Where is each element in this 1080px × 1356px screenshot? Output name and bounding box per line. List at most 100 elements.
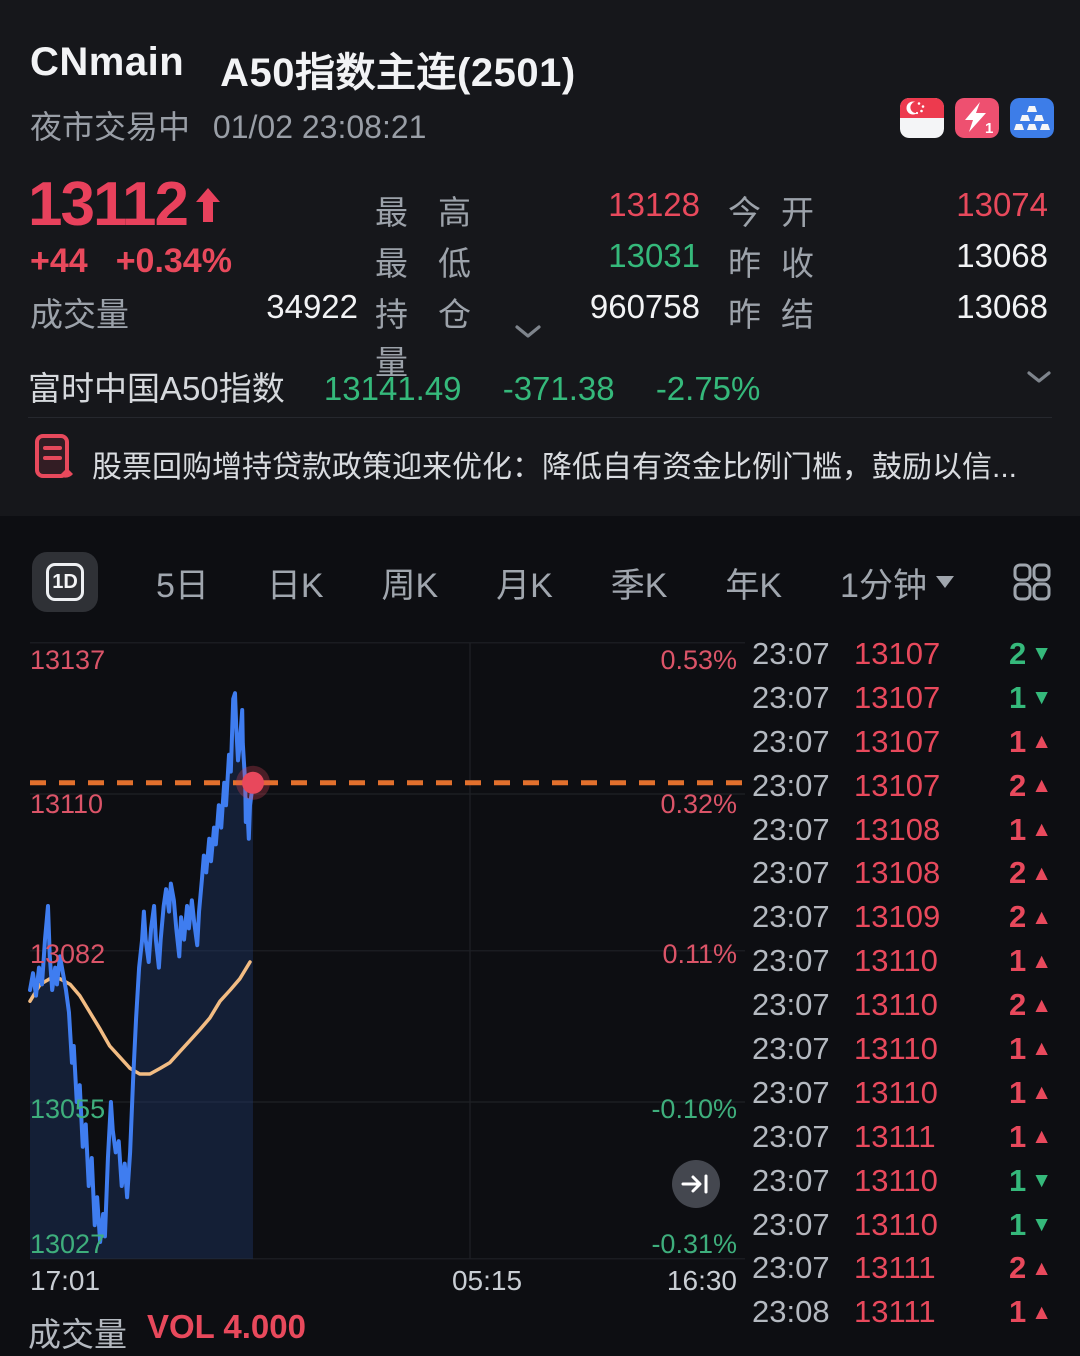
up-triangle-icon: ▲ bbox=[1031, 1037, 1052, 1061]
tab-1d-active[interactable]: 1D bbox=[32, 552, 98, 612]
gold-bars-icon bbox=[1010, 98, 1054, 138]
trade-time: 23:08 bbox=[752, 1294, 830, 1330]
jump-to-latest-button[interactable] bbox=[672, 1160, 720, 1208]
price-area-fill bbox=[30, 693, 253, 1259]
tab-monthly[interactable]: 月K bbox=[496, 566, 553, 605]
trade-qty: 1 ▲ bbox=[1008, 943, 1052, 979]
intraday-price-chart[interactable]: 13137 0.53% 13110 0.32% 13082 0.11% 13055 -0.10… bbox=[0, 630, 750, 1302]
session-status: 夜市交易中 01/02 23:08:21 bbox=[30, 109, 427, 145]
x-axis-time-label: 17:01 bbox=[30, 1265, 100, 1296]
up-triangle-icon: ▲ bbox=[1031, 730, 1052, 754]
y-axis-percent-label: 0.32% bbox=[660, 789, 737, 819]
high-value: 13128 bbox=[608, 186, 700, 223]
trade-price: 13108 bbox=[854, 811, 941, 847]
open-value: 13074 bbox=[956, 186, 1048, 223]
trade-price: 13108 bbox=[854, 855, 941, 891]
up-triangle-icon: ▲ bbox=[1031, 1125, 1052, 1149]
trade-time: 23:07 bbox=[752, 987, 830, 1023]
price-change: +44 +0.34% bbox=[30, 242, 232, 281]
tape-row: 23:07 13110 1 ▼ bbox=[752, 1203, 1052, 1247]
volume-pane-label: 成交量 bbox=[28, 1316, 127, 1353]
tape-row: 23:07 13108 1 ▲ bbox=[752, 808, 1052, 852]
tape-row: 23:07 13111 2 ▲ bbox=[752, 1246, 1052, 1290]
trade-price: 13107 bbox=[854, 679, 941, 715]
index-value: 13141.49 bbox=[323, 370, 462, 407]
chevron-down-icon bbox=[935, 576, 954, 588]
up-triangle-icon: ▲ bbox=[1031, 1256, 1052, 1280]
trade-time: 23:07 bbox=[752, 679, 830, 715]
contract-name: A50指数主连(2501) bbox=[220, 51, 576, 95]
tape-row: 23:07 13110 1 ▲ bbox=[752, 1027, 1052, 1071]
up-triangle-icon: ▲ bbox=[1031, 818, 1052, 841]
trade-time: 23:07 bbox=[752, 767, 830, 803]
change-percent: +0.34% bbox=[115, 242, 232, 280]
tape-row: 23:07 13111 1 ▲ bbox=[752, 1115, 1052, 1159]
tape-row: 23:07 13107 1 ▲ bbox=[752, 720, 1052, 764]
ma-line bbox=[28, 960, 252, 1076]
trade-qty: 1 ▲ bbox=[1008, 1294, 1052, 1330]
news-icon bbox=[35, 434, 73, 478]
trade-qty: 1 ▼ bbox=[1008, 1162, 1052, 1198]
y-axis-price-label: 13082 bbox=[30, 939, 105, 969]
low-label: 最低 bbox=[375, 245, 471, 282]
news-headline[interactable]: 股票回购增持贷款政策迎来优化：降低自有资金比例门槛，鼓励以信... bbox=[92, 451, 1018, 484]
last-price: 13112 bbox=[28, 174, 221, 236]
trade-price: 13110 bbox=[854, 1030, 938, 1066]
tape-row: 23:07 13109 2 ▲ bbox=[752, 895, 1052, 939]
index-collapse-chevron-icon[interactable] bbox=[1026, 370, 1052, 385]
y-axis-price-label: 13055 bbox=[30, 1094, 105, 1124]
down-triangle-icon: ▼ bbox=[1031, 686, 1052, 710]
prev-close-value: 13068 bbox=[956, 237, 1048, 274]
svg-text:1: 1 bbox=[985, 120, 993, 137]
up-triangle-icon: ▲ bbox=[1031, 774, 1052, 798]
price-line bbox=[28, 691, 255, 1244]
up-triangle-icon: ▲ bbox=[1031, 1081, 1052, 1105]
up-triangle-icon: ▲ bbox=[1031, 949, 1052, 973]
tape-row: 23:07 13107 2 ▼ bbox=[752, 632, 1052, 676]
tape-row: 23:07 13110 2 ▲ bbox=[752, 983, 1052, 1027]
tab-yearly[interactable]: 年K bbox=[725, 566, 783, 605]
trade-qty: 2 ▲ bbox=[1008, 987, 1052, 1023]
tab-5day[interactable]: 5日 bbox=[155, 566, 209, 605]
index-change-percent: -2.75% bbox=[655, 370, 761, 407]
tape-row: 23:07 13110 1 ▲ bbox=[752, 1071, 1052, 1115]
trade-price: 13107 bbox=[854, 767, 941, 803]
x-axis-time-label: 16:30 bbox=[667, 1265, 737, 1296]
last-price-dot bbox=[241, 771, 264, 794]
indicator-grid-icon[interactable] bbox=[1012, 562, 1052, 602]
prev-settle-label: 昨结 bbox=[728, 296, 814, 333]
down-triangle-icon: ▼ bbox=[1031, 1213, 1052, 1237]
prev-settle-value: 13068 bbox=[956, 288, 1048, 325]
time-and-sales-list[interactable]: 23:07 13107 2 ▼ 23:07 13107 1 ▼ 23:07 13107 1 ▲ 23:0… bbox=[752, 632, 1052, 1334]
trade-price: 13107 bbox=[854, 723, 941, 759]
volume-label: 成交量 bbox=[30, 296, 129, 333]
tab-weekly[interactable]: 周K bbox=[381, 566, 439, 605]
down-triangle-icon: ▼ bbox=[1031, 642, 1052, 666]
y-axis-percent-label: -0.10% bbox=[651, 1094, 737, 1124]
trade-time: 23:07 bbox=[752, 1030, 830, 1066]
trade-price: 13111 bbox=[854, 1250, 936, 1286]
trade-price: 13111 bbox=[854, 1118, 936, 1154]
market-badges: 1 bbox=[900, 98, 1054, 138]
tape-row: 23:08 13111 1 ▲ bbox=[752, 1290, 1052, 1334]
up-triangle-icon: ▲ bbox=[1031, 905, 1052, 929]
trade-qty: 1 ▲ bbox=[1008, 1074, 1052, 1110]
up-triangle-icon: ▲ bbox=[1031, 993, 1052, 1017]
tab-daily[interactable]: 日K bbox=[266, 566, 324, 605]
period-dropdown[interactable]: 1分钟 bbox=[840, 558, 954, 607]
trade-qty: 2 ▼ bbox=[1008, 635, 1052, 671]
low-value: 13031 bbox=[608, 237, 700, 274]
volume-value: 34922 bbox=[266, 288, 358, 325]
expand-quote-chevron-icon[interactable] bbox=[514, 324, 542, 340]
trade-price: 13110 bbox=[854, 943, 938, 979]
tab-quarterly[interactable]: 季K bbox=[610, 566, 668, 605]
trade-price: 13107 bbox=[854, 635, 941, 671]
tape-row: 23:07 13110 1 ▲ bbox=[752, 939, 1052, 983]
underlying-index-bar[interactable]: 富时中国A50指数 13141.49 -371.38 -2.75% bbox=[28, 362, 760, 410]
trade-qty: 1 ▼ bbox=[1008, 679, 1052, 715]
trade-time: 23:07 bbox=[752, 1118, 830, 1154]
trade-time: 23:07 bbox=[752, 723, 830, 759]
trade-qty: 1 ▲ bbox=[1008, 811, 1052, 847]
tab-1d-label: 1D bbox=[46, 563, 84, 601]
up-triangle-icon: ▲ bbox=[1031, 861, 1052, 885]
